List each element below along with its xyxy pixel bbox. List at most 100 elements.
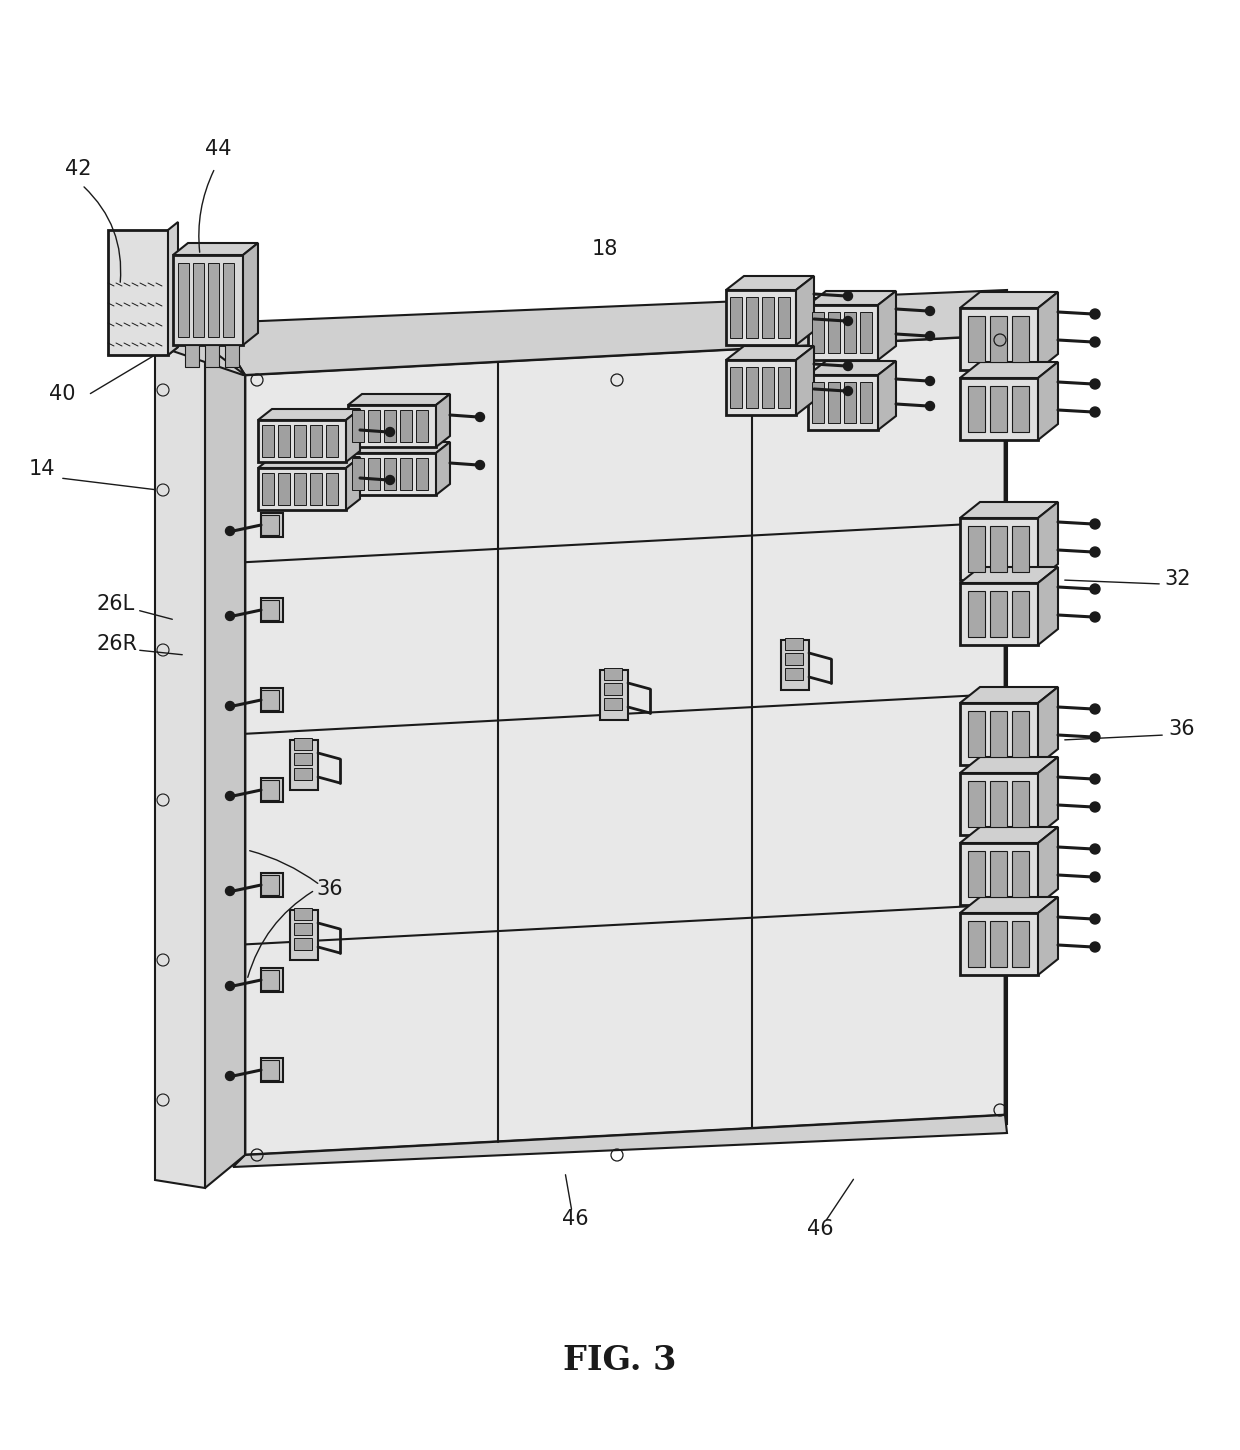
Circle shape <box>925 377 935 386</box>
Bar <box>1012 592 1029 637</box>
Polygon shape <box>960 842 1038 905</box>
Polygon shape <box>1038 567 1058 645</box>
Polygon shape <box>1038 291 1058 370</box>
Circle shape <box>475 412 485 422</box>
Polygon shape <box>260 597 283 622</box>
Bar <box>844 381 856 423</box>
Polygon shape <box>960 567 1058 583</box>
Bar <box>1012 851 1029 898</box>
Polygon shape <box>174 244 258 255</box>
Polygon shape <box>725 276 813 290</box>
Bar <box>730 297 742 338</box>
Bar <box>730 367 742 407</box>
Bar <box>1012 316 1029 362</box>
Circle shape <box>1090 547 1100 557</box>
Polygon shape <box>260 970 279 990</box>
Circle shape <box>1090 732 1100 742</box>
Bar <box>368 410 379 442</box>
Circle shape <box>1090 871 1100 882</box>
Polygon shape <box>960 307 1038 370</box>
Bar <box>1012 921 1029 967</box>
Text: FIG. 3: FIG. 3 <box>563 1344 677 1376</box>
Polygon shape <box>960 502 1058 518</box>
Circle shape <box>925 332 935 341</box>
Bar <box>604 683 622 695</box>
Text: 32: 32 <box>1164 568 1192 589</box>
Polygon shape <box>260 873 283 898</box>
Bar <box>193 262 205 336</box>
Polygon shape <box>960 773 1038 835</box>
Bar <box>294 753 312 766</box>
Polygon shape <box>155 335 205 1188</box>
Bar <box>990 921 1007 967</box>
Bar <box>1012 526 1029 571</box>
Polygon shape <box>290 740 317 790</box>
Bar <box>223 262 234 336</box>
Circle shape <box>843 387 853 396</box>
Bar <box>812 312 825 352</box>
Bar <box>401 458 412 490</box>
Polygon shape <box>796 347 813 415</box>
Circle shape <box>1090 612 1100 622</box>
Bar <box>968 782 985 826</box>
Bar <box>785 652 804 666</box>
Circle shape <box>475 461 485 470</box>
Polygon shape <box>108 347 179 355</box>
Bar <box>179 262 188 336</box>
Bar <box>262 425 274 457</box>
Polygon shape <box>960 291 1058 307</box>
Bar <box>294 425 306 457</box>
Polygon shape <box>260 690 279 710</box>
Circle shape <box>925 402 935 410</box>
Polygon shape <box>1038 757 1058 835</box>
Bar <box>812 381 825 423</box>
Polygon shape <box>258 409 360 420</box>
Bar <box>1012 386 1029 432</box>
Polygon shape <box>260 515 279 535</box>
Polygon shape <box>436 442 450 494</box>
Text: 26R: 26R <box>97 634 138 654</box>
Bar <box>262 473 274 505</box>
Bar <box>384 410 396 442</box>
Circle shape <box>925 306 935 316</box>
Polygon shape <box>725 290 796 345</box>
Bar <box>1012 782 1029 826</box>
Bar <box>763 367 774 407</box>
Polygon shape <box>960 518 1038 580</box>
Bar <box>990 592 1007 637</box>
Polygon shape <box>960 757 1058 773</box>
Circle shape <box>843 291 853 300</box>
Polygon shape <box>348 405 436 447</box>
Circle shape <box>386 428 394 436</box>
Bar <box>415 410 428 442</box>
Text: 46: 46 <box>562 1209 588 1230</box>
Text: 36: 36 <box>316 879 343 899</box>
Polygon shape <box>260 1058 283 1082</box>
Circle shape <box>1090 844 1100 854</box>
Text: 18: 18 <box>591 239 619 260</box>
Circle shape <box>1090 584 1100 594</box>
Polygon shape <box>960 378 1038 439</box>
Polygon shape <box>960 898 1058 914</box>
Polygon shape <box>205 323 246 376</box>
Polygon shape <box>246 335 1004 1156</box>
Bar <box>384 458 396 490</box>
Text: 44: 44 <box>205 139 231 160</box>
Circle shape <box>386 476 394 484</box>
Bar <box>763 297 774 338</box>
Bar <box>294 908 312 919</box>
Circle shape <box>1090 774 1100 784</box>
Circle shape <box>1090 336 1100 347</box>
Bar <box>777 367 790 407</box>
Polygon shape <box>243 244 258 345</box>
Polygon shape <box>960 914 1038 974</box>
Bar <box>746 297 758 338</box>
Bar <box>352 410 365 442</box>
Circle shape <box>226 1072 234 1080</box>
Polygon shape <box>808 304 878 360</box>
Bar <box>968 851 985 898</box>
Text: 46: 46 <box>807 1219 833 1238</box>
Circle shape <box>1090 407 1100 418</box>
Polygon shape <box>167 222 179 355</box>
Polygon shape <box>725 360 796 415</box>
